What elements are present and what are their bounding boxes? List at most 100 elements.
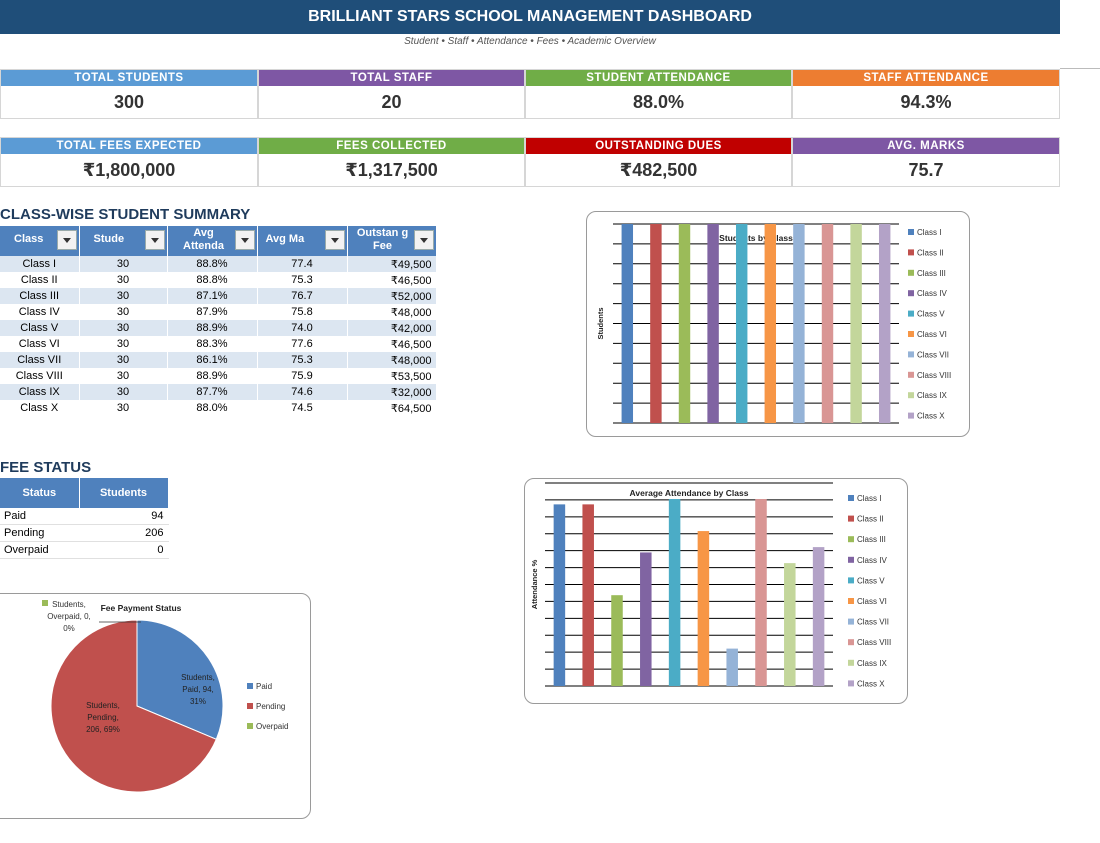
table-row[interactable]: Class X 30 88.0% 74.5 ₹64,500 [0,400,437,416]
table-row[interactable]: Class IX 30 87.7% 74.6 ₹32,000 [0,384,437,400]
table-row[interactable]: Pending 206 [0,524,169,542]
table-row[interactable]: Class III 30 87.1% 76.7 ₹52,000 [0,288,437,304]
filter-dropdown-icon[interactable] [324,230,345,250]
cell-avg-attendance[interactable]: 86.1% [167,352,258,368]
column-header-status: Status [0,478,80,508]
cell-avg-attendance[interactable]: 88.3% [167,336,258,352]
cell-avg-attendance[interactable]: 87.9% [167,304,258,320]
table-row[interactable]: Paid 94 [0,508,169,525]
cell-avg-attendance[interactable]: 88.9% [167,368,258,384]
cell-students[interactable]: 30 [79,336,168,352]
column-header-class[interactable]: Class [0,226,80,256]
filter-dropdown-icon[interactable] [56,230,77,250]
table-row[interactable]: Class VII 30 86.1% 75.3 ₹48,000 [0,352,437,368]
kpi-label: STUDENT ATTENDANCE [526,70,791,86]
cell-outstanding-fees[interactable]: ₹32,000 [347,384,437,400]
cell-class[interactable]: Class VII [0,352,80,368]
legend-swatch [848,639,854,646]
cell-status[interactable]: Paid [0,508,80,525]
cell-students[interactable]: 30 [79,400,168,416]
cell-outstanding-fees[interactable]: ₹48,000 [347,352,437,368]
filter-dropdown-icon[interactable] [144,230,165,250]
cell-avg-attendance[interactable]: 88.0% [167,400,258,416]
fee-payment-pie-chart[interactable]: Fee Payment Status Students, Paid, 94, 31% S… [0,593,311,819]
cell-status[interactable]: Overpaid [0,541,80,559]
table-row[interactable]: Class I 30 88.8% 77.4 ₹49,500 [0,256,437,272]
cell-avg-marks[interactable]: 75.8 [257,304,348,320]
cell-students[interactable]: 30 [79,368,168,384]
legend-label: Class VIII [917,371,951,380]
cell-class[interactable]: Class VIII [0,368,80,384]
kpi-value: ₹482,500 [619,160,698,180]
cell-outstanding-fees[interactable]: ₹48,000 [347,304,437,320]
students-by-class-chart[interactable]: Students by Class Students Class I Class II… [586,211,970,437]
bar-class-ii [582,504,594,686]
column-header-outstanding-fees[interactable]: Outstan g Fee [347,226,437,256]
cell-avg-marks[interactable]: 74.5 [257,400,348,416]
cell-avg-marks[interactable]: 77.6 [257,336,348,352]
cell-students[interactable]: 30 [79,352,168,368]
cell-outstanding-fees[interactable]: ₹64,500 [347,400,437,416]
cell-outstanding-fees[interactable]: ₹52,000 [347,288,437,304]
cell-avg-marks[interactable]: 75.9 [257,368,348,384]
table-row[interactable]: Class II 30 88.8% 75.3 ₹46,500 [0,272,437,288]
cell-class[interactable]: Class IV [0,304,80,320]
table-row[interactable]: Class IV 30 87.9% 75.8 ₹48,000 [0,304,437,320]
bar-class-iii [678,224,691,423]
cell-outstanding-fees[interactable]: ₹53,500 [347,368,437,384]
cell-avg-marks[interactable]: 76.7 [257,288,348,304]
cell-students[interactable]: 30 [79,304,168,320]
cell-class[interactable]: Class II [0,272,80,288]
bar-class-ii [650,224,662,423]
cell-students[interactable]: 30 [79,256,168,272]
column-header-avg-marks[interactable]: Avg Ma [257,226,348,256]
cell-class[interactable]: Class V [0,320,80,336]
bar-class-ix [784,563,796,686]
legend-label: Class X [917,412,945,421]
cell-avg-marks[interactable]: 75.3 [257,352,348,368]
table-row[interactable]: Class VI 30 88.3% 77.6 ₹46,500 [0,336,437,352]
cell-avg-marks[interactable]: 77.4 [257,256,348,272]
cell-class[interactable]: Class IX [0,384,80,400]
cell-avg-marks[interactable]: 74.0 [257,320,348,336]
kpi-fees-collected: FEES COLLECTED ₹1,317,500 [258,137,525,187]
cell-students[interactable]: 94 [79,508,169,525]
cell-avg-marks[interactable]: 75.3 [257,272,348,288]
cell-class[interactable]: Class VI [0,336,80,352]
bar-class-ix [850,224,862,423]
legend-swatch [908,371,914,378]
bar-class-vi [697,531,710,686]
cell-avg-attendance[interactable]: 88.8% [167,256,258,272]
cell-students[interactable]: 0 [79,541,169,559]
cell-students[interactable]: 30 [79,288,168,304]
cell-class[interactable]: Class I [0,256,80,272]
table-row[interactable]: Overpaid 0 [0,541,169,559]
legend-swatch [908,331,914,337]
kpi-outstanding-dues: OUTSTANDING DUES ₹482,500 [525,137,792,187]
column-header-avg-attendance[interactable]: Avg Attenda [167,226,258,256]
avg-attendance-chart[interactable]: Average Attendance by Class Attendance % C… [524,478,908,704]
cell-status[interactable]: Pending [0,524,80,542]
cell-avg-marks[interactable]: 74.6 [257,384,348,400]
filter-dropdown-icon[interactable] [413,230,434,250]
cell-students[interactable]: 30 [79,272,168,288]
cell-students[interactable]: 206 [79,524,169,542]
cell-outstanding-fees[interactable]: ₹46,500 [347,272,437,288]
cell-students[interactable]: 30 [79,384,168,400]
table-row[interactable]: Class V 30 88.9% 74.0 ₹42,000 [0,320,437,336]
cell-avg-attendance[interactable]: 88.8% [167,272,258,288]
cell-class[interactable]: Class III [0,288,80,304]
legend-swatch [908,229,914,235]
cell-avg-attendance[interactable]: 87.7% [167,384,258,400]
cell-outstanding-fees[interactable]: ₹46,500 [347,336,437,352]
bar-class-viii [821,224,834,423]
filter-dropdown-icon[interactable] [234,230,255,250]
cell-class[interactable]: Class X [0,400,80,416]
column-header-students[interactable]: Stude [79,226,168,256]
cell-avg-attendance[interactable]: 88.9% [167,320,258,336]
cell-students[interactable]: 30 [79,320,168,336]
cell-outstanding-fees[interactable]: ₹42,000 [347,320,437,336]
cell-outstanding-fees[interactable]: ₹49,500 [347,256,437,272]
cell-avg-attendance[interactable]: 87.1% [167,288,258,304]
table-row[interactable]: Class VIII 30 88.9% 75.9 ₹53,500 [0,368,437,384]
